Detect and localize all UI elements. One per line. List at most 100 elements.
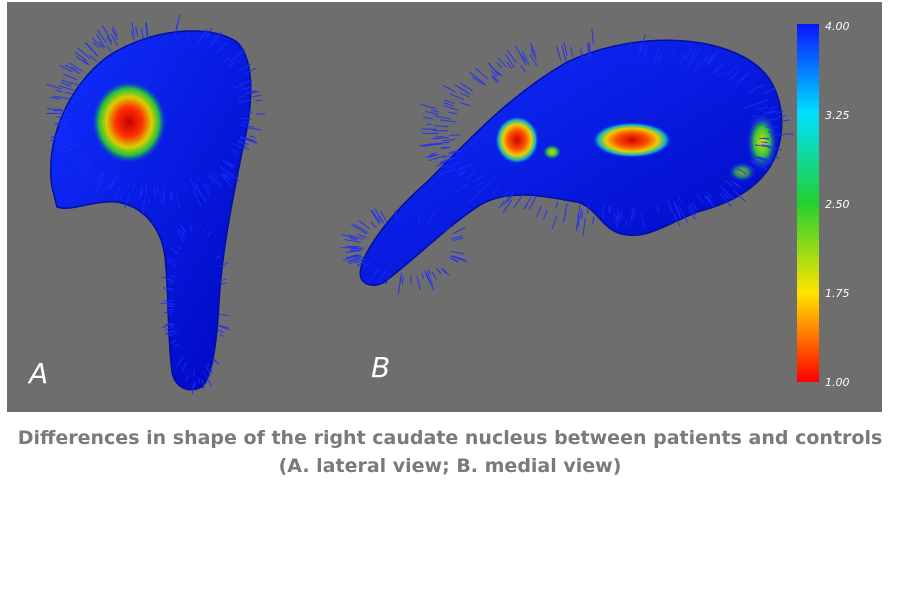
surface-vector <box>467 190 481 204</box>
surface-vector <box>370 209 381 223</box>
surface-vector <box>561 44 567 62</box>
surface-vector <box>92 37 102 48</box>
surface-vector <box>60 82 72 87</box>
surface-vector <box>429 152 437 156</box>
surface-vector <box>192 30 197 38</box>
surface-vector <box>162 188 165 203</box>
surface-vector <box>733 190 746 202</box>
colorbar <box>797 24 819 382</box>
surface-vector <box>778 114 787 118</box>
surface-vector <box>201 378 205 389</box>
surface-vector <box>181 362 188 372</box>
surface-vector <box>440 163 449 169</box>
surface-vector <box>492 187 500 194</box>
view-label-b: B <box>371 351 391 384</box>
surface-vector <box>240 86 253 91</box>
surface-vector <box>239 79 253 86</box>
surface-vector <box>706 191 712 198</box>
surface-vector <box>169 323 175 327</box>
surface-vector <box>460 101 471 107</box>
surface-vector <box>218 325 231 331</box>
surface-vector <box>457 86 465 91</box>
surface-vector <box>426 271 434 286</box>
surface-vector <box>164 325 175 331</box>
surface-vector <box>53 95 70 100</box>
surface-vector <box>378 215 384 223</box>
surface-vector <box>57 136 65 140</box>
surface-vector <box>465 171 478 180</box>
surface-vector <box>168 332 178 337</box>
surface-vector <box>524 196 532 209</box>
surface-vector <box>56 148 73 156</box>
surface-vector <box>164 329 176 336</box>
surface-vector <box>64 91 74 95</box>
surface-vector <box>218 313 229 317</box>
surface-vector <box>475 67 489 80</box>
surface-vector <box>416 275 421 291</box>
surface-vector <box>505 53 515 68</box>
surface-vector <box>644 45 648 55</box>
surface-vector <box>709 50 720 63</box>
surface-vector <box>239 136 257 143</box>
surface-vector <box>219 166 233 179</box>
surface-vector <box>556 46 562 62</box>
surface-vector <box>727 70 740 82</box>
surface-vector <box>358 220 371 230</box>
surface-vector <box>631 209 635 221</box>
surface-vector <box>673 201 681 216</box>
surface-vector <box>56 137 73 144</box>
surface-vector <box>478 180 485 186</box>
surface-vector <box>394 210 398 221</box>
surface-vector <box>456 182 469 193</box>
surface-vector <box>617 208 619 223</box>
surface-vector <box>161 276 172 281</box>
surface-vector <box>175 193 180 209</box>
surface-vector <box>344 238 362 243</box>
surface-vector <box>439 156 455 164</box>
surface-vector <box>354 223 368 233</box>
surface-vector <box>656 205 660 212</box>
surface-vector <box>506 49 517 63</box>
surface-vector <box>440 268 448 275</box>
surface-vector <box>724 179 734 188</box>
surface-vector <box>224 173 232 181</box>
surface-vector <box>228 61 236 67</box>
surface-vector <box>59 119 72 122</box>
surface-vector <box>666 198 673 212</box>
surface-vector <box>705 195 716 208</box>
surface-vector <box>145 22 149 38</box>
surface-vector <box>112 26 118 37</box>
surface-vector <box>442 268 450 276</box>
surface-vector <box>488 63 498 75</box>
surface-vector <box>767 146 783 151</box>
surface-vector <box>736 72 749 83</box>
surface-vector <box>203 29 209 38</box>
surface-vector <box>168 257 178 264</box>
surface-vector <box>431 271 437 280</box>
surface-vector <box>202 229 205 234</box>
surface-vector <box>693 48 701 61</box>
surface-vector <box>724 193 730 200</box>
surface-vector <box>442 155 450 159</box>
surface-vector <box>450 251 465 255</box>
surface-vector <box>444 99 455 105</box>
view-label-a: A <box>29 357 49 390</box>
surface-vector <box>56 136 72 144</box>
surface-vector <box>743 163 756 171</box>
surface-vector <box>443 105 459 111</box>
surface-vector <box>497 57 507 68</box>
surface-vector <box>443 102 454 107</box>
surface-vector <box>427 269 432 276</box>
surface-vector <box>530 49 537 61</box>
surface-vector <box>196 175 201 182</box>
surface-vector <box>348 257 365 265</box>
surface-vector <box>205 28 213 41</box>
surface-vector <box>471 76 485 86</box>
surface-vector <box>580 48 584 61</box>
surface-vector <box>255 99 263 102</box>
surface-vector <box>420 103 437 110</box>
surface-vector <box>496 70 503 77</box>
surface-vector <box>75 51 87 62</box>
surface-vector <box>356 233 367 239</box>
surface-vector <box>167 281 173 284</box>
